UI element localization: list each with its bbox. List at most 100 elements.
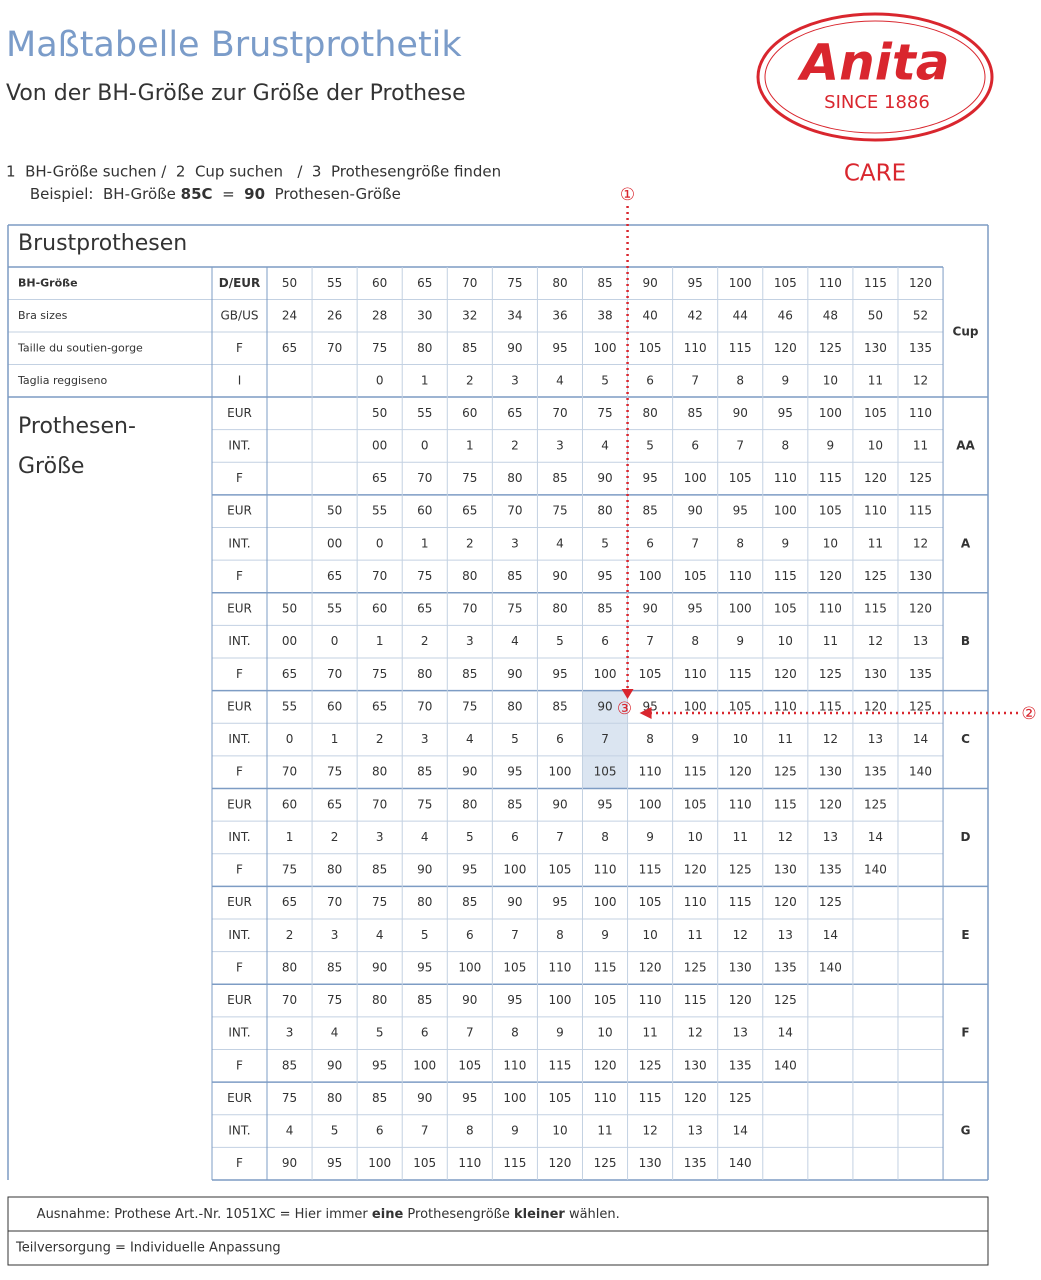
cell-value: 95 xyxy=(507,993,522,1007)
cell-value: 50 xyxy=(282,602,297,616)
cell-value: 115 xyxy=(909,504,932,518)
cell-value: 4 xyxy=(511,634,519,648)
cell-value: 70 xyxy=(282,993,297,1007)
cell-value: 110 xyxy=(503,1058,526,1072)
cell-value: 110 xyxy=(639,765,662,779)
cell-value: 6 xyxy=(466,928,474,942)
cell-value: 75 xyxy=(282,863,297,877)
cell-value: 90 xyxy=(417,863,432,877)
cell-value: 0 xyxy=(286,732,294,746)
system-label: INT. xyxy=(228,634,250,648)
cell-value: 125 xyxy=(909,699,932,713)
cell-value: 120 xyxy=(594,1058,617,1072)
cell-value: 100 xyxy=(819,406,842,420)
cell-value: 7 xyxy=(646,634,654,648)
cell-value: 70 xyxy=(417,699,432,713)
cell-value: 125 xyxy=(819,895,842,909)
cell-value: 105 xyxy=(413,1156,436,1170)
cell-value: 85 xyxy=(282,1058,297,1072)
cell-value: 11 xyxy=(688,928,703,942)
cell-value: 115 xyxy=(729,895,752,909)
note-partial: Teilversorgung = Individuelle Anpassung xyxy=(15,1241,281,1256)
system-label: GB/US xyxy=(221,308,259,322)
marker: ③ xyxy=(617,699,632,719)
cell-value: 100 xyxy=(458,960,481,974)
cell-value: 75 xyxy=(417,569,432,583)
cell-value: 70 xyxy=(507,504,522,518)
cell-value: 85 xyxy=(462,667,477,681)
cell-value: 80 xyxy=(372,993,387,1007)
cell-value: 105 xyxy=(458,1058,481,1072)
cell-value: 10 xyxy=(688,830,703,844)
cell-value: 100 xyxy=(413,1058,436,1072)
cell-value: 7 xyxy=(466,1026,474,1040)
cell-value: 11 xyxy=(597,1124,612,1138)
cell-value: 6 xyxy=(421,1026,429,1040)
cell-value: 100 xyxy=(729,602,752,616)
cell-value: 48 xyxy=(823,308,838,322)
cell-value: 4 xyxy=(556,373,564,387)
system-label: EUR xyxy=(227,993,252,1007)
system-label: INT. xyxy=(228,438,250,452)
cell-value: 70 xyxy=(372,569,387,583)
system-label: F xyxy=(236,863,243,877)
cell-value: 125 xyxy=(864,797,887,811)
cell-value: 8 xyxy=(736,536,744,550)
cell-value: 8 xyxy=(691,634,699,648)
cell-value: 55 xyxy=(282,699,297,713)
cell-value: 4 xyxy=(556,536,564,550)
cell-value: 135 xyxy=(909,341,932,355)
cell-value: 12 xyxy=(642,1124,657,1138)
cell-value: 6 xyxy=(601,634,609,648)
cell-value: 90 xyxy=(642,276,657,290)
system-label: EUR xyxy=(227,602,252,616)
cell-value: 75 xyxy=(462,699,477,713)
cell-value: 14 xyxy=(913,732,928,746)
note-text: wählen. xyxy=(565,1207,620,1222)
marker: ① xyxy=(620,185,635,205)
cell-value: 100 xyxy=(684,471,707,485)
cell-value: 115 xyxy=(639,863,662,877)
cell-value: 13 xyxy=(733,1026,748,1040)
title: Maßtabelle Brustprothetik xyxy=(6,25,462,65)
cell-value: 50 xyxy=(868,308,883,322)
cell-value: 95 xyxy=(733,504,748,518)
cell-value: 100 xyxy=(549,765,572,779)
cell-value: 130 xyxy=(729,960,752,974)
cell-value: 135 xyxy=(909,667,932,681)
cell-value: 12 xyxy=(913,536,928,550)
cell-value: 7 xyxy=(601,732,609,746)
cup-label: C xyxy=(961,732,970,746)
cup-label: E xyxy=(961,928,969,942)
cell-value: 65 xyxy=(417,276,432,290)
system-label: EUR xyxy=(227,1091,252,1105)
cup-label: G xyxy=(961,1124,971,1138)
cell-value: 130 xyxy=(684,1058,707,1072)
cell-value: 125 xyxy=(594,1156,617,1170)
cell-value: 110 xyxy=(594,863,617,877)
cell-value: 26 xyxy=(327,308,342,322)
cell-value: 70 xyxy=(417,471,432,485)
cell-value: 120 xyxy=(729,765,752,779)
cell-value: 130 xyxy=(774,863,797,877)
cell-value: 120 xyxy=(684,863,707,877)
cell-value: 135 xyxy=(774,960,797,974)
cell-value: 110 xyxy=(594,1091,617,1105)
row-label: Bra sizes xyxy=(18,309,68,322)
cell-value: 90 xyxy=(507,895,522,909)
cell-value: 9 xyxy=(781,536,789,550)
cell-value: 85 xyxy=(507,569,522,583)
cell-value: 90 xyxy=(507,341,522,355)
cell-value: 34 xyxy=(507,308,522,322)
cell-value: 125 xyxy=(684,960,707,974)
cell-value: 10 xyxy=(552,1124,567,1138)
cell-value: 9 xyxy=(736,634,744,648)
cell-value: 8 xyxy=(781,438,789,452)
cell-value: 75 xyxy=(507,276,522,290)
cell-value: 115 xyxy=(774,569,797,583)
cell-value: 80 xyxy=(462,797,477,811)
cell-value: 130 xyxy=(639,1156,662,1170)
cell-value: 65 xyxy=(327,797,342,811)
cell-value: 11 xyxy=(913,438,928,452)
cell-value: 105 xyxy=(594,765,617,779)
